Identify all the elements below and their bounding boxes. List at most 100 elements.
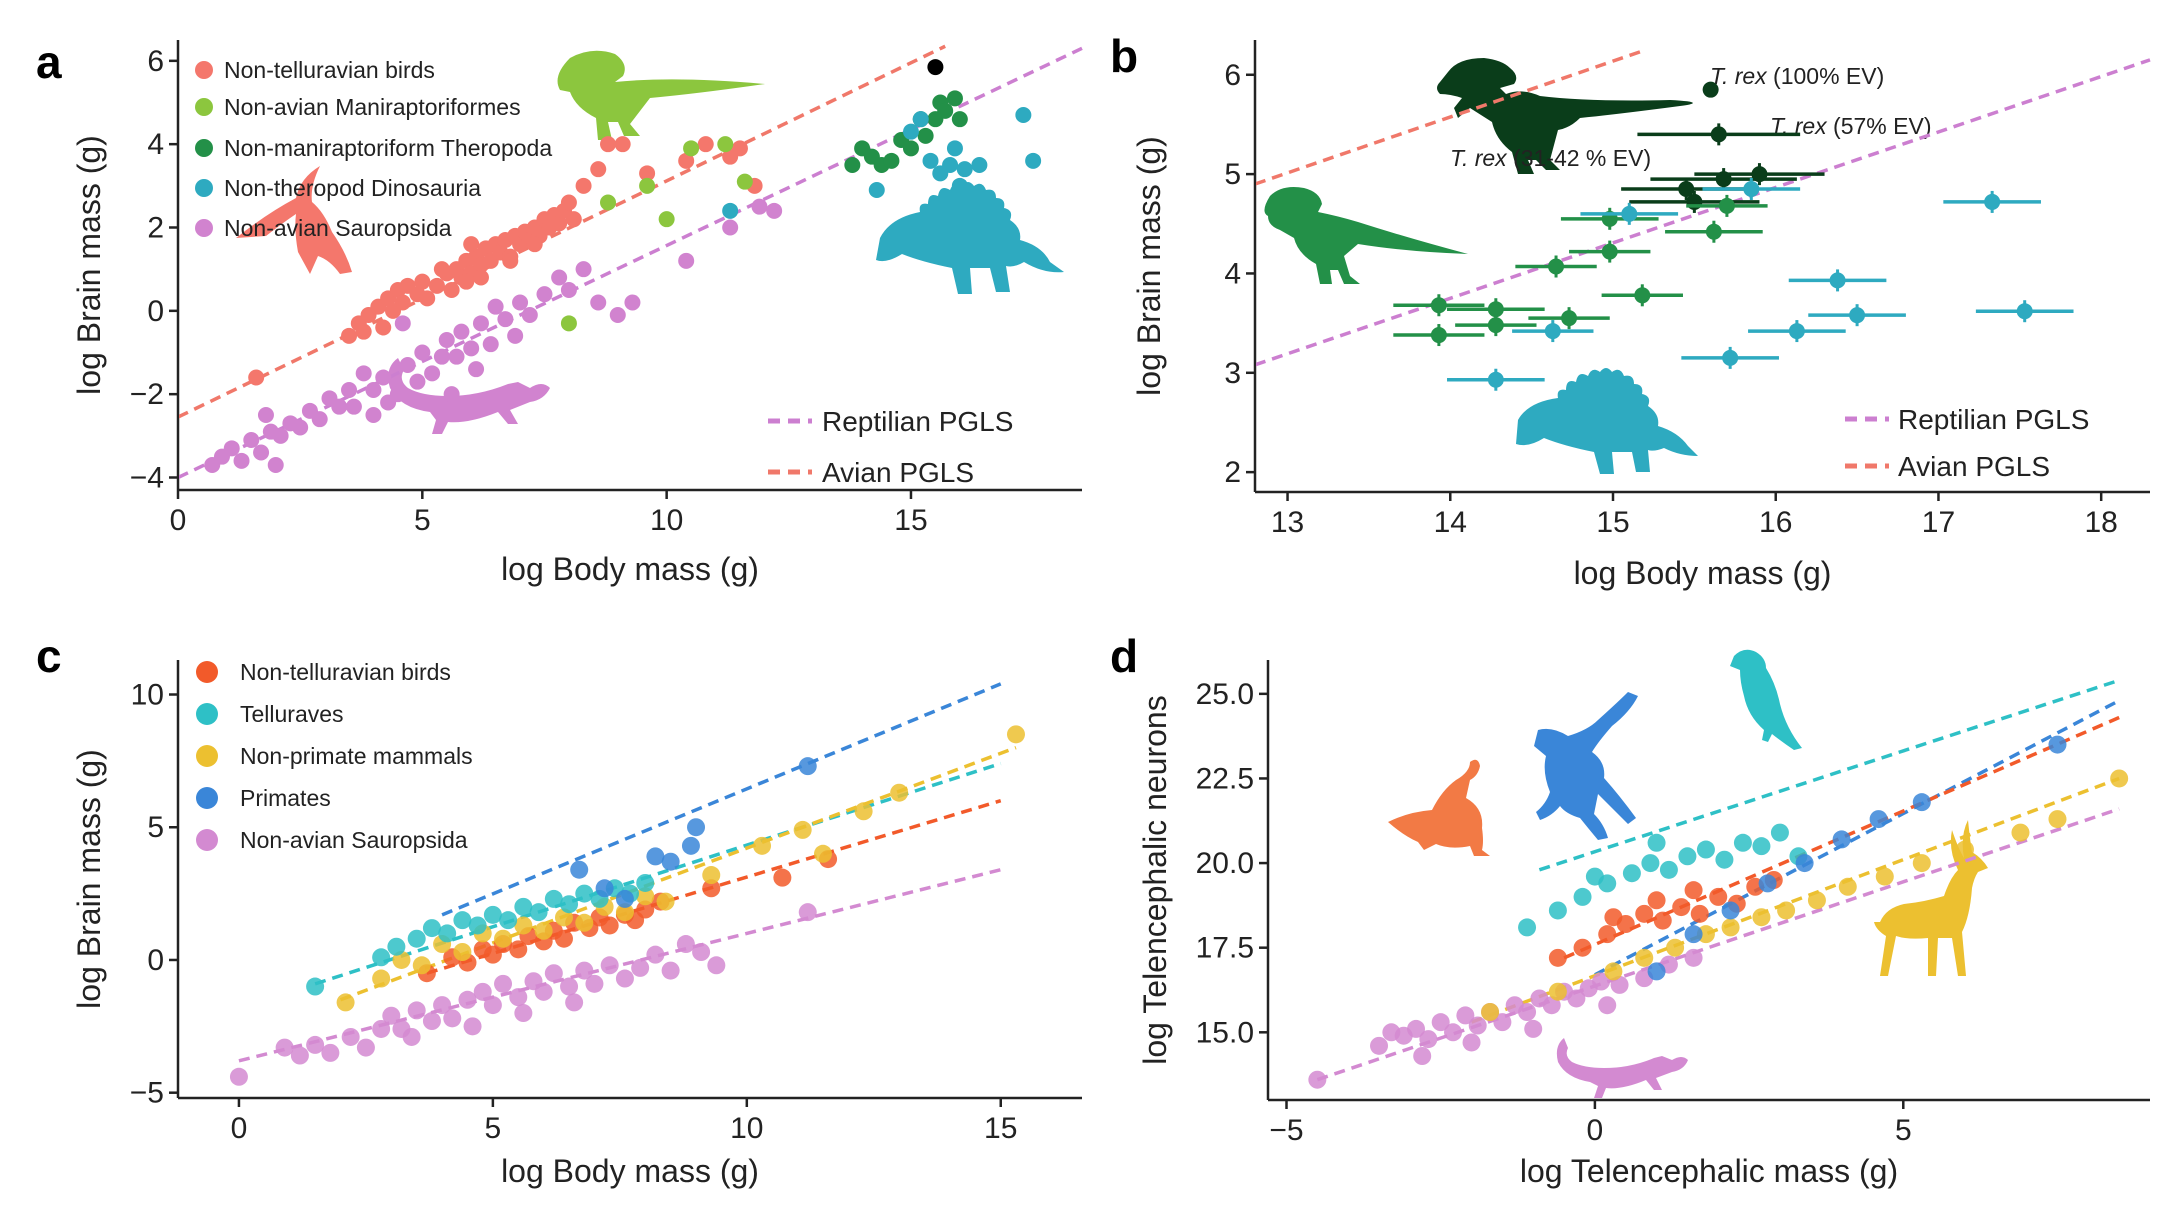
panel-c-x-tick-label: 10 (730, 1112, 763, 1145)
data-point-non-avian-sauropsida (646, 945, 665, 964)
data-point-non-avian-sauropsida (341, 1027, 360, 1046)
data-point-non-avian-sauropsida (375, 369, 392, 386)
data-point-non-avian-sauropsida (356, 1038, 375, 1057)
legend-a-label-4: Non-avian Sauropsida (224, 215, 452, 241)
panel-d: d (1110, 630, 1988, 1098)
data-point-non-maniraptoriform-theropoda (1705, 223, 1722, 240)
trex-silhouette-icon (1437, 58, 1693, 174)
data-point-non-avian-sauropsida (551, 269, 568, 286)
panel-d-y-tick-label: 20.0 (1196, 847, 1254, 880)
data-point-non-avian-sauropsida (482, 336, 499, 353)
data-point-telluraves (499, 911, 518, 930)
panel-c-y-tick-label: −5 (130, 1077, 164, 1110)
data-point-non-theropod-dinosauria (912, 111, 929, 128)
data-point-non-avian-sauropsida (766, 202, 783, 219)
data-point-t-rex (1702, 81, 1719, 98)
data-point-non-avian-maniraptoriformes (717, 136, 734, 153)
duck-silhouette-icon (1388, 759, 1490, 856)
data-point-telluraves (422, 919, 441, 938)
data-point-non-primate-mammals (575, 913, 594, 932)
panel-d-plot-area (1308, 678, 2129, 1089)
panel-d-y-tick-label: 15.0 (1196, 1016, 1254, 1049)
data-point-non-avian-sauropsida (575, 961, 594, 980)
data-point-non-avian-sauropsida (468, 361, 485, 378)
data-point-non-primate-mammals (1666, 938, 1685, 957)
data-point-non-maniraptoriform-theropoda (1634, 287, 1651, 304)
data-point-non-telluravian-birds (375, 319, 392, 336)
data-point-telluraves (1659, 860, 1678, 879)
data-point-non-avian-sauropsida (1370, 1036, 1389, 1055)
data-point-non-maniraptoriform-theropoda (883, 152, 900, 169)
data-point-non-avian-sauropsida (565, 993, 584, 1012)
panel-a-y-tick-label: −2 (130, 378, 164, 411)
data-point-telluraves (438, 924, 457, 943)
data-point-primates (1795, 854, 1814, 873)
panel-a-x-tick-label: 15 (894, 504, 927, 537)
data-point-non-avian-sauropsida (1468, 1016, 1487, 1035)
data-point-non-avian-sauropsida (512, 294, 529, 311)
data-point-t-rex (1678, 181, 1695, 198)
regression-line-telluraves (1538, 678, 2120, 872)
panel-a-y-tick-label: 0 (147, 295, 164, 328)
data-point-non-avian-sauropsida (624, 294, 641, 311)
data-point-non-avian-sauropsida (1407, 1019, 1426, 1038)
data-point-primates (1832, 830, 1851, 849)
panel-d-x-tick-label: −5 (1269, 1114, 1303, 1147)
data-point-non-maniraptoriform-theropoda (946, 90, 963, 107)
regression-line-avian-pgls (1256, 48, 1647, 186)
data-point-non-avian-sauropsida (615, 969, 634, 988)
data-point-non-theropod-dinosauria (1722, 349, 1739, 366)
data-point-non-theropod-dinosauria (1984, 193, 2001, 210)
data-point-primates (2048, 735, 2067, 754)
trex-annotation-31-42: T. rex (31-42 % EV) (1450, 145, 1651, 171)
panel-d-plot: −5 0 5 15.0 17.5 20.0 22.5 25.0 log Telencephali… (1137, 660, 2150, 1189)
data-point-non-telluravian-birds (1573, 938, 1592, 957)
data-point-non-avian-sauropsida (243, 432, 260, 448)
data-point-non-telluravian-birds (355, 323, 372, 340)
legend-a-swatch-4 (195, 219, 213, 237)
regression-line-non-avian-sauropsida (1316, 807, 2120, 1082)
data-point-primates (1869, 810, 1888, 829)
data-point-non-avian-sauropsida (509, 988, 528, 1007)
data-point-non-primate-mammals (514, 916, 533, 935)
data-point-non-avian-sauropsida (1431, 1013, 1450, 1032)
data-point-non-primate-mammals (636, 887, 655, 906)
data-point-non-primate-mammals (1838, 877, 1857, 896)
data-point-telluraves (1647, 833, 1666, 852)
panel-b: b (1110, 30, 1698, 474)
data-point-non-theropod-dinosauria (1829, 272, 1846, 289)
data-point-primates (1758, 874, 1777, 893)
data-point-non-avian-sauropsida (631, 958, 650, 977)
data-point-non-theropod-dinosauria (1621, 205, 1638, 222)
data-point-non-avian-sauropsida (463, 1017, 482, 1036)
data-point-non-primate-mammals (753, 836, 772, 855)
panel-c-x-tick-label: 0 (231, 1112, 248, 1145)
data-point-non-avian-sauropsida (345, 398, 362, 415)
data-point-non-telluravian-birds (1709, 887, 1728, 906)
data-point-non-avian-sauropsida (433, 996, 452, 1015)
data-point-non-primate-mammals (453, 943, 472, 961)
data-point-non-theropod-dinosauria (1025, 152, 1042, 169)
data-point-non-avian-sauropsida (453, 323, 470, 340)
panel-b-plot: 13 14 15 16 17 18 2 3 4 5 6 log Body mass (g) log Br… (1131, 40, 2151, 591)
panel-c-y-tick-label: 5 (147, 811, 164, 844)
nontheropod-silhouette-icon (876, 182, 1064, 294)
panel-a-letter: a (36, 36, 62, 88)
data-point-non-avian-sauropsida (311, 411, 328, 428)
data-point-non-theropod-dinosauria (1487, 371, 1504, 388)
data-point-primates (1912, 793, 1931, 812)
data-point-non-primate-mammals (1721, 918, 1740, 937)
legend-a-swatch-3 (195, 179, 213, 197)
trex-annotation-100-species: T. rex (1710, 63, 1768, 89)
pgls-b-reptilian-label: Reptilian PGLS (1898, 404, 2089, 435)
data-point-non-primate-mammals (890, 783, 909, 802)
data-point-non-telluravian-birds (385, 302, 402, 319)
legend-c-label-4: Non-avian Sauropsida (240, 827, 468, 853)
data-point-non-telluravian-birds (458, 273, 475, 290)
data-point-non-avian-sauropsida (321, 1043, 340, 1062)
data-point-non-avian-sauropsida (414, 344, 431, 361)
legend-c: Non-telluravian birds Telluraves Non-pri… (196, 659, 473, 853)
panel-a-x-tick-label: 5 (414, 504, 431, 537)
data-point-non-avian-sauropsida (1567, 989, 1586, 1008)
data-point-non-avian-sauropsida (507, 327, 524, 344)
